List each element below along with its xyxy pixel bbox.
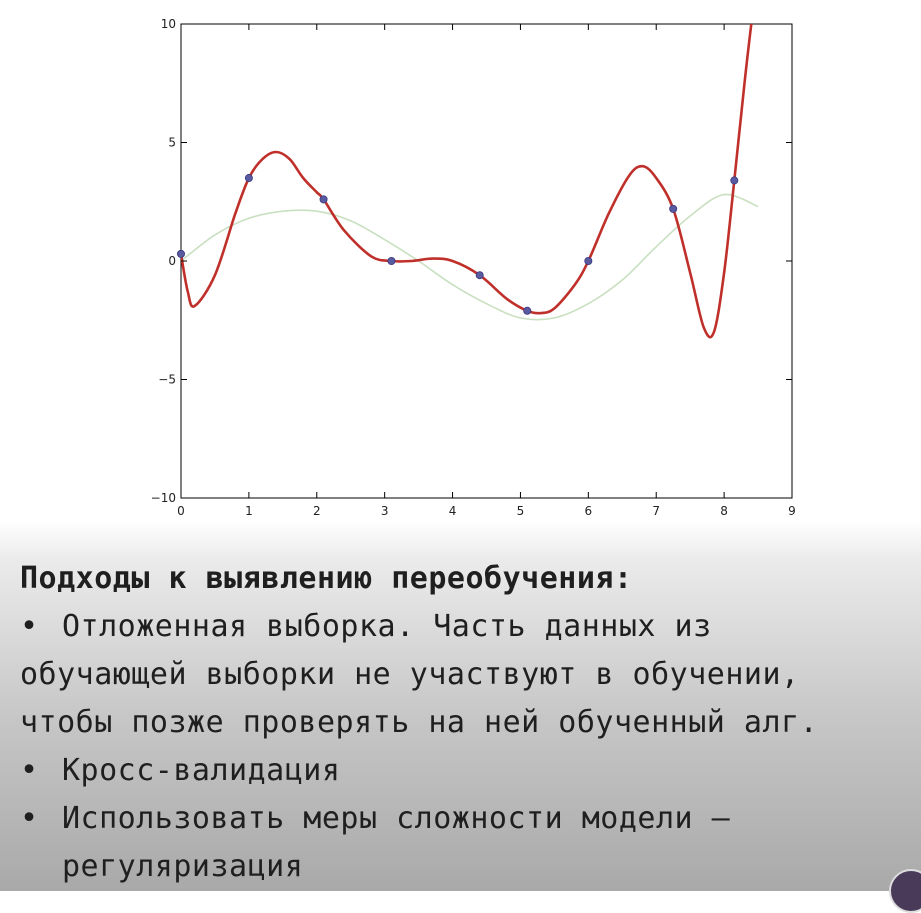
sample-point xyxy=(387,256,396,265)
x-tick-label: 2 xyxy=(313,504,321,518)
overfit-curve xyxy=(181,24,753,339)
y-tick-label: 10 xyxy=(161,17,176,31)
sample-point xyxy=(176,249,185,258)
bullet-icon: • xyxy=(20,801,39,836)
x-tick-label: 6 xyxy=(585,504,593,518)
bullet-continuation: чтобы позже проверять на ней обученный а… xyxy=(20,705,819,740)
slide-heading: Подходы к выявлению переобучения: xyxy=(20,561,633,596)
bullet-text: Отложенная выборка. Часть данных из xyxy=(62,609,712,644)
overfitting-chart: 0 1 2 3 4 5 6 7 8 9 10 5 0 −5 −10 xyxy=(151,17,796,518)
x-tick-label: 3 xyxy=(381,504,389,518)
sample-point xyxy=(244,174,253,183)
bullet-icon: • xyxy=(20,609,39,644)
y-tick-label: −5 xyxy=(158,373,176,387)
x-tick-label: 0 xyxy=(177,504,185,518)
x-tick-label: 7 xyxy=(652,504,660,518)
slide-text: Подходы к выявлению переобучения: • Отлож… xyxy=(20,555,915,891)
sample-point xyxy=(730,176,739,185)
y-tick-label: 0 xyxy=(168,254,176,268)
sample-point xyxy=(669,204,678,213)
sample-point xyxy=(319,195,328,204)
bullet-continuation: обучающей выборки не участвуют в обучени… xyxy=(20,657,800,692)
bullet-item-holdout: • Отложенная выборка. Часть данных из xyxy=(20,603,915,651)
x-tick-label: 8 xyxy=(720,504,728,518)
true-function-line xyxy=(181,193,759,321)
y-tick-label: −10 xyxy=(151,491,176,505)
sample-point xyxy=(523,306,532,315)
y-tick-label: 5 xyxy=(168,136,176,150)
bullet-continuation: регуляризация xyxy=(62,849,304,884)
plot-frame xyxy=(180,23,793,499)
bullet-text: Кросс-валидация xyxy=(62,753,341,788)
bullet-item-regularization: • Использовать меры сложности модели – xyxy=(20,795,915,843)
bullet-text: Использовать меры сложности модели – xyxy=(62,801,731,836)
avatar xyxy=(889,869,921,913)
bullet-icon: • xyxy=(20,753,39,788)
x-tick-label: 5 xyxy=(517,504,525,518)
x-tick-label: 1 xyxy=(245,504,253,518)
sample-point xyxy=(584,256,593,265)
sample-point xyxy=(475,271,484,280)
x-tick-label: 4 xyxy=(449,504,457,518)
bullet-item-cross-validation: • Кросс-валидация xyxy=(20,747,915,795)
x-tick-label: 9 xyxy=(788,504,796,518)
